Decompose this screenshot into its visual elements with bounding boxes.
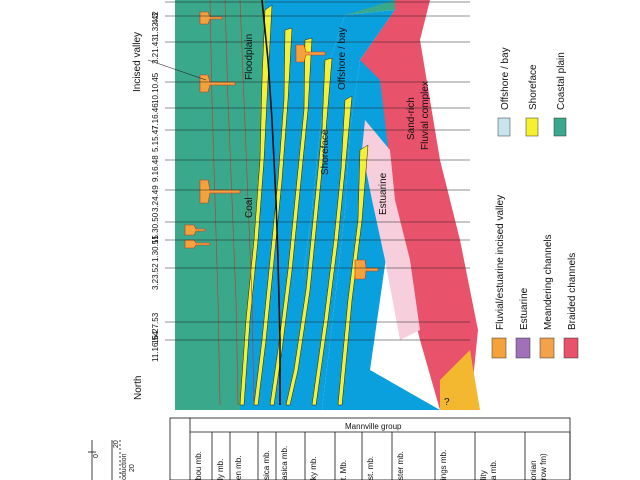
question-label: ?: [444, 397, 450, 408]
scale-tick-a: 20: [113, 440, 120, 448]
member-label: ster mb.: [396, 451, 405, 480]
member-label: lity: [479, 470, 488, 480]
estuarine-facies: [362, 120, 420, 340]
well-labels: 11.16.5416.27.533.23.521.30.5115.30.503.…: [151, 11, 160, 362]
member-label: en mb.: [234, 456, 243, 480]
legend-swatch: [515, 337, 531, 359]
offshore-belt-3: [290, 10, 395, 410]
member-label: row fm): [539, 453, 548, 480]
member-label: asica mb.: [280, 446, 289, 480]
member-label: t. Mb.: [339, 460, 348, 480]
member-label: a mb.: [489, 460, 498, 480]
well-label: 5.15.47: [151, 125, 160, 152]
legend-label: Offshore / bay: [500, 47, 511, 110]
braided-channels-facies: [360, 0, 478, 410]
legend-swatch: [539, 337, 555, 359]
group-label: Mannville group: [345, 422, 402, 431]
incised-valleys: [184, 11, 379, 280]
member-label: sica mb.: [262, 450, 271, 480]
member-label: ings mb.: [439, 450, 448, 480]
legend-swatch: [553, 117, 567, 137]
well-label: 10.10.45: [151, 72, 160, 104]
legend-label: Fluvial/estuarine incised valley: [495, 195, 506, 330]
offshore-belt-2: [262, 0, 395, 410]
coal-label: Coal: [244, 197, 255, 218]
well-label: 1.30.51: [151, 235, 160, 262]
member-label: ly mb.: [216, 459, 225, 480]
scale-text: oduction: [121, 453, 128, 480]
incised-valley-label: Incised valley: [132, 32, 143, 92]
well-label: 9.16.48: [151, 155, 160, 182]
legend-swatch: [491, 337, 507, 359]
legend-label: Braided channels: [567, 253, 578, 330]
well-label: 7.16.46: [151, 103, 160, 130]
incised-valley-leader: [147, 59, 207, 81]
legend-swatch: [525, 117, 539, 137]
legend-label: Estuarine: [519, 287, 530, 330]
legend-label: Meandering channels: [543, 234, 554, 330]
floodplain-label: Floodplain: [244, 34, 255, 80]
well-label: 16.27.53: [151, 312, 160, 344]
legend-label: Shoreface: [528, 64, 539, 110]
legend-lower: Fluvial/estuarine incised valley Estuarin…: [491, 195, 579, 359]
scale-bar: 0 20 20 oduction: [88, 440, 136, 480]
well-label: 3.21.43: [151, 37, 160, 64]
well-label: 4.3: [151, 12, 160, 24]
member-label: bou mb.: [194, 451, 203, 480]
lithology-lines: [209, 0, 255, 406]
well-label: 3.24.49: [151, 185, 160, 212]
shoreface-label: Shoreface: [320, 129, 331, 175]
member-label: st. mb.: [366, 456, 375, 480]
stratigraphy-table: Mannville group bou mb. ly mb. en mb. sica …: [169, 417, 571, 480]
facies-body: [175, 0, 480, 410]
fluvial-complex-label: Fluvial complex: [420, 81, 431, 150]
scale-tick-zero: 0: [93, 454, 100, 458]
member-label: ky mb.: [309, 456, 318, 480]
offshore-bay-label: Offshore / bay: [337, 27, 348, 90]
sand-rich-label: Sand-rich: [406, 97, 417, 140]
estuarine-label: Estuarine: [378, 172, 389, 215]
legend-label: Coastal plain: [556, 52, 567, 110]
well-lines: [165, 1, 470, 341]
legend-swatch: [563, 337, 579, 359]
well-label: 15.30.50: [151, 212, 160, 244]
legend-swatch: [497, 117, 511, 137]
basal-fluvial-facies: [440, 350, 480, 410]
north-label: North: [133, 376, 144, 400]
well-label: 11.16.54: [151, 331, 160, 362]
well-label: 3.23.52: [151, 263, 160, 290]
scale-tick-b: 20: [129, 464, 136, 472]
member-label: onian: [529, 460, 538, 480]
legend-upper: Offshore / bay Shoreface Coastal plain: [497, 47, 567, 137]
well-label: 1.32.42: [151, 11, 160, 38]
